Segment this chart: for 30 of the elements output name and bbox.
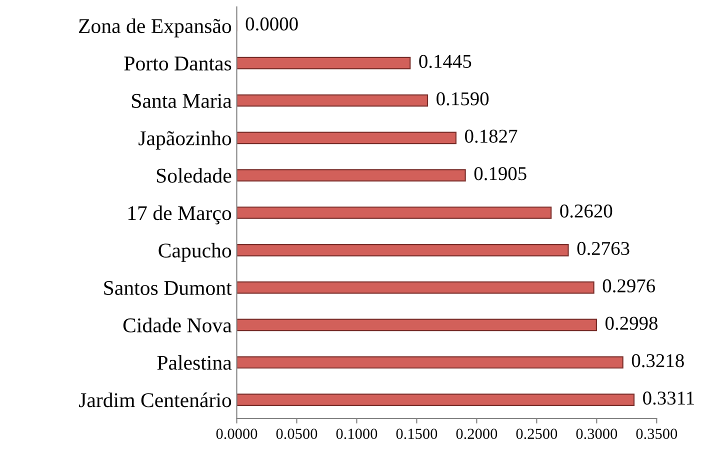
y-tick-label: Soledade [156, 168, 232, 183]
data-label: 0.1445 [419, 54, 472, 68]
x-tick-label: 0.3500 [636, 428, 678, 440]
x-tick-label: 0.1500 [396, 428, 438, 440]
x-tick-label: 0.2500 [516, 428, 558, 440]
data-label: 0.0000 [246, 17, 298, 31]
y-tick-label: Santos Dumont [104, 280, 232, 295]
x-tick-label: 0.2000 [456, 428, 498, 440]
y-tick-label: Zona de Expansão [79, 18, 232, 38]
data-label: 0.2998 [606, 316, 658, 330]
data-label: 0.2763 [577, 242, 630, 256]
y-tick-label: 17 de Março [128, 206, 232, 224]
data-label: 0.2976 [602, 279, 656, 293]
x-tick-label: 0.0000 [216, 428, 258, 440]
y-tick-label: Jardim Centenário [79, 392, 232, 408]
data-label: 0.2620 [560, 204, 612, 218]
x-tick-label: 0.0500 [276, 428, 318, 440]
data-label: 0.3218 [632, 354, 684, 368]
y-tick-label: Cidade Nova [123, 318, 232, 332]
x-tick-label: 0.3000 [576, 428, 618, 440]
x-tick-label: 0.1000 [336, 428, 378, 440]
y-tick-label: Palestina [157, 355, 232, 370]
data-label: 0.3311 [643, 392, 694, 405]
y-tick-label: Porto Dantas [124, 56, 232, 71]
y-tick-label: Santa Maria [132, 94, 232, 108]
y-tick-label: Japãozinho [138, 130, 232, 150]
data-label: 0.1827 [465, 130, 518, 143]
y-tick-label: Capucho [158, 242, 232, 262]
data-label: 0.1590 [436, 92, 489, 106]
data-label: 0.1905 [474, 167, 526, 180]
